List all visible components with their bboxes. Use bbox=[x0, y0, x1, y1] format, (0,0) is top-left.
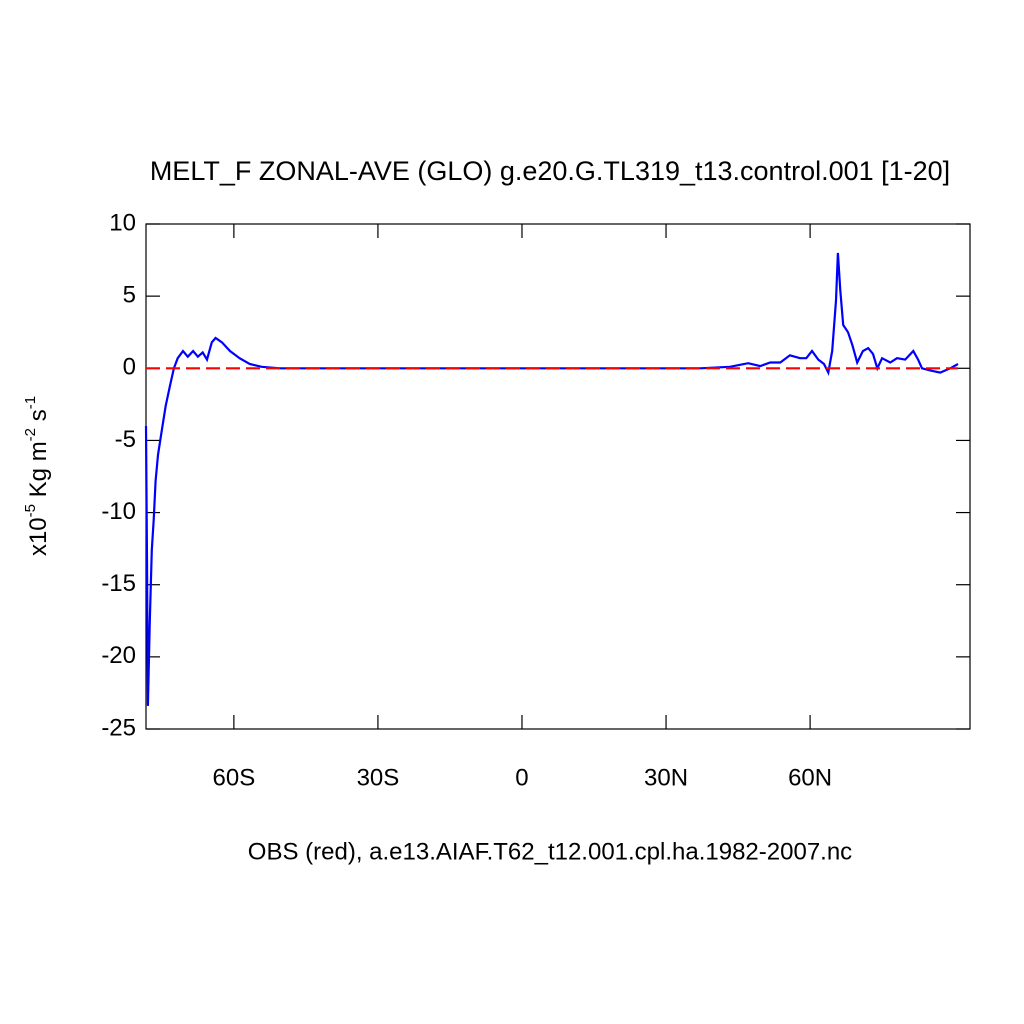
y-label-sup: -5 bbox=[22, 504, 39, 517]
y-tick-label: 0 bbox=[123, 354, 136, 381]
y-tick-label: -20 bbox=[101, 642, 136, 669]
y-tick-label: -25 bbox=[101, 714, 136, 741]
y-label-part: s bbox=[25, 409, 52, 428]
y-label-part: x10 bbox=[25, 517, 52, 556]
x-tick-label: 30S bbox=[357, 764, 400, 791]
y-axis-label: x10-5 Kg m-2 s-1 bbox=[22, 396, 52, 556]
x-tick-label: 0 bbox=[515, 764, 528, 791]
y-label-part: Kg m bbox=[25, 441, 52, 504]
chart-title: MELT_F ZONAL-AVE (GLO) g.e20.G.TL319_t13… bbox=[150, 156, 950, 186]
series-line bbox=[144, 252, 959, 706]
y-label-sup: -1 bbox=[22, 396, 39, 409]
plot-frame bbox=[145, 223, 971, 730]
y-label-sup: -2 bbox=[22, 428, 39, 441]
y-tick-label: -5 bbox=[115, 426, 136, 453]
x-tick-label: 60S bbox=[213, 764, 256, 791]
x-tick-label: 30N bbox=[644, 764, 688, 791]
y-tick-label: -15 bbox=[101, 570, 136, 597]
x-axis-label: OBS (red), a.e13.AIAF.T62_t12.001.cpl.ha… bbox=[248, 838, 852, 865]
y-tick-label: 5 bbox=[123, 281, 136, 308]
y-tick-label: -10 bbox=[101, 498, 136, 525]
y-tick-label: 10 bbox=[109, 209, 136, 236]
x-tick-label: 60N bbox=[788, 764, 832, 791]
